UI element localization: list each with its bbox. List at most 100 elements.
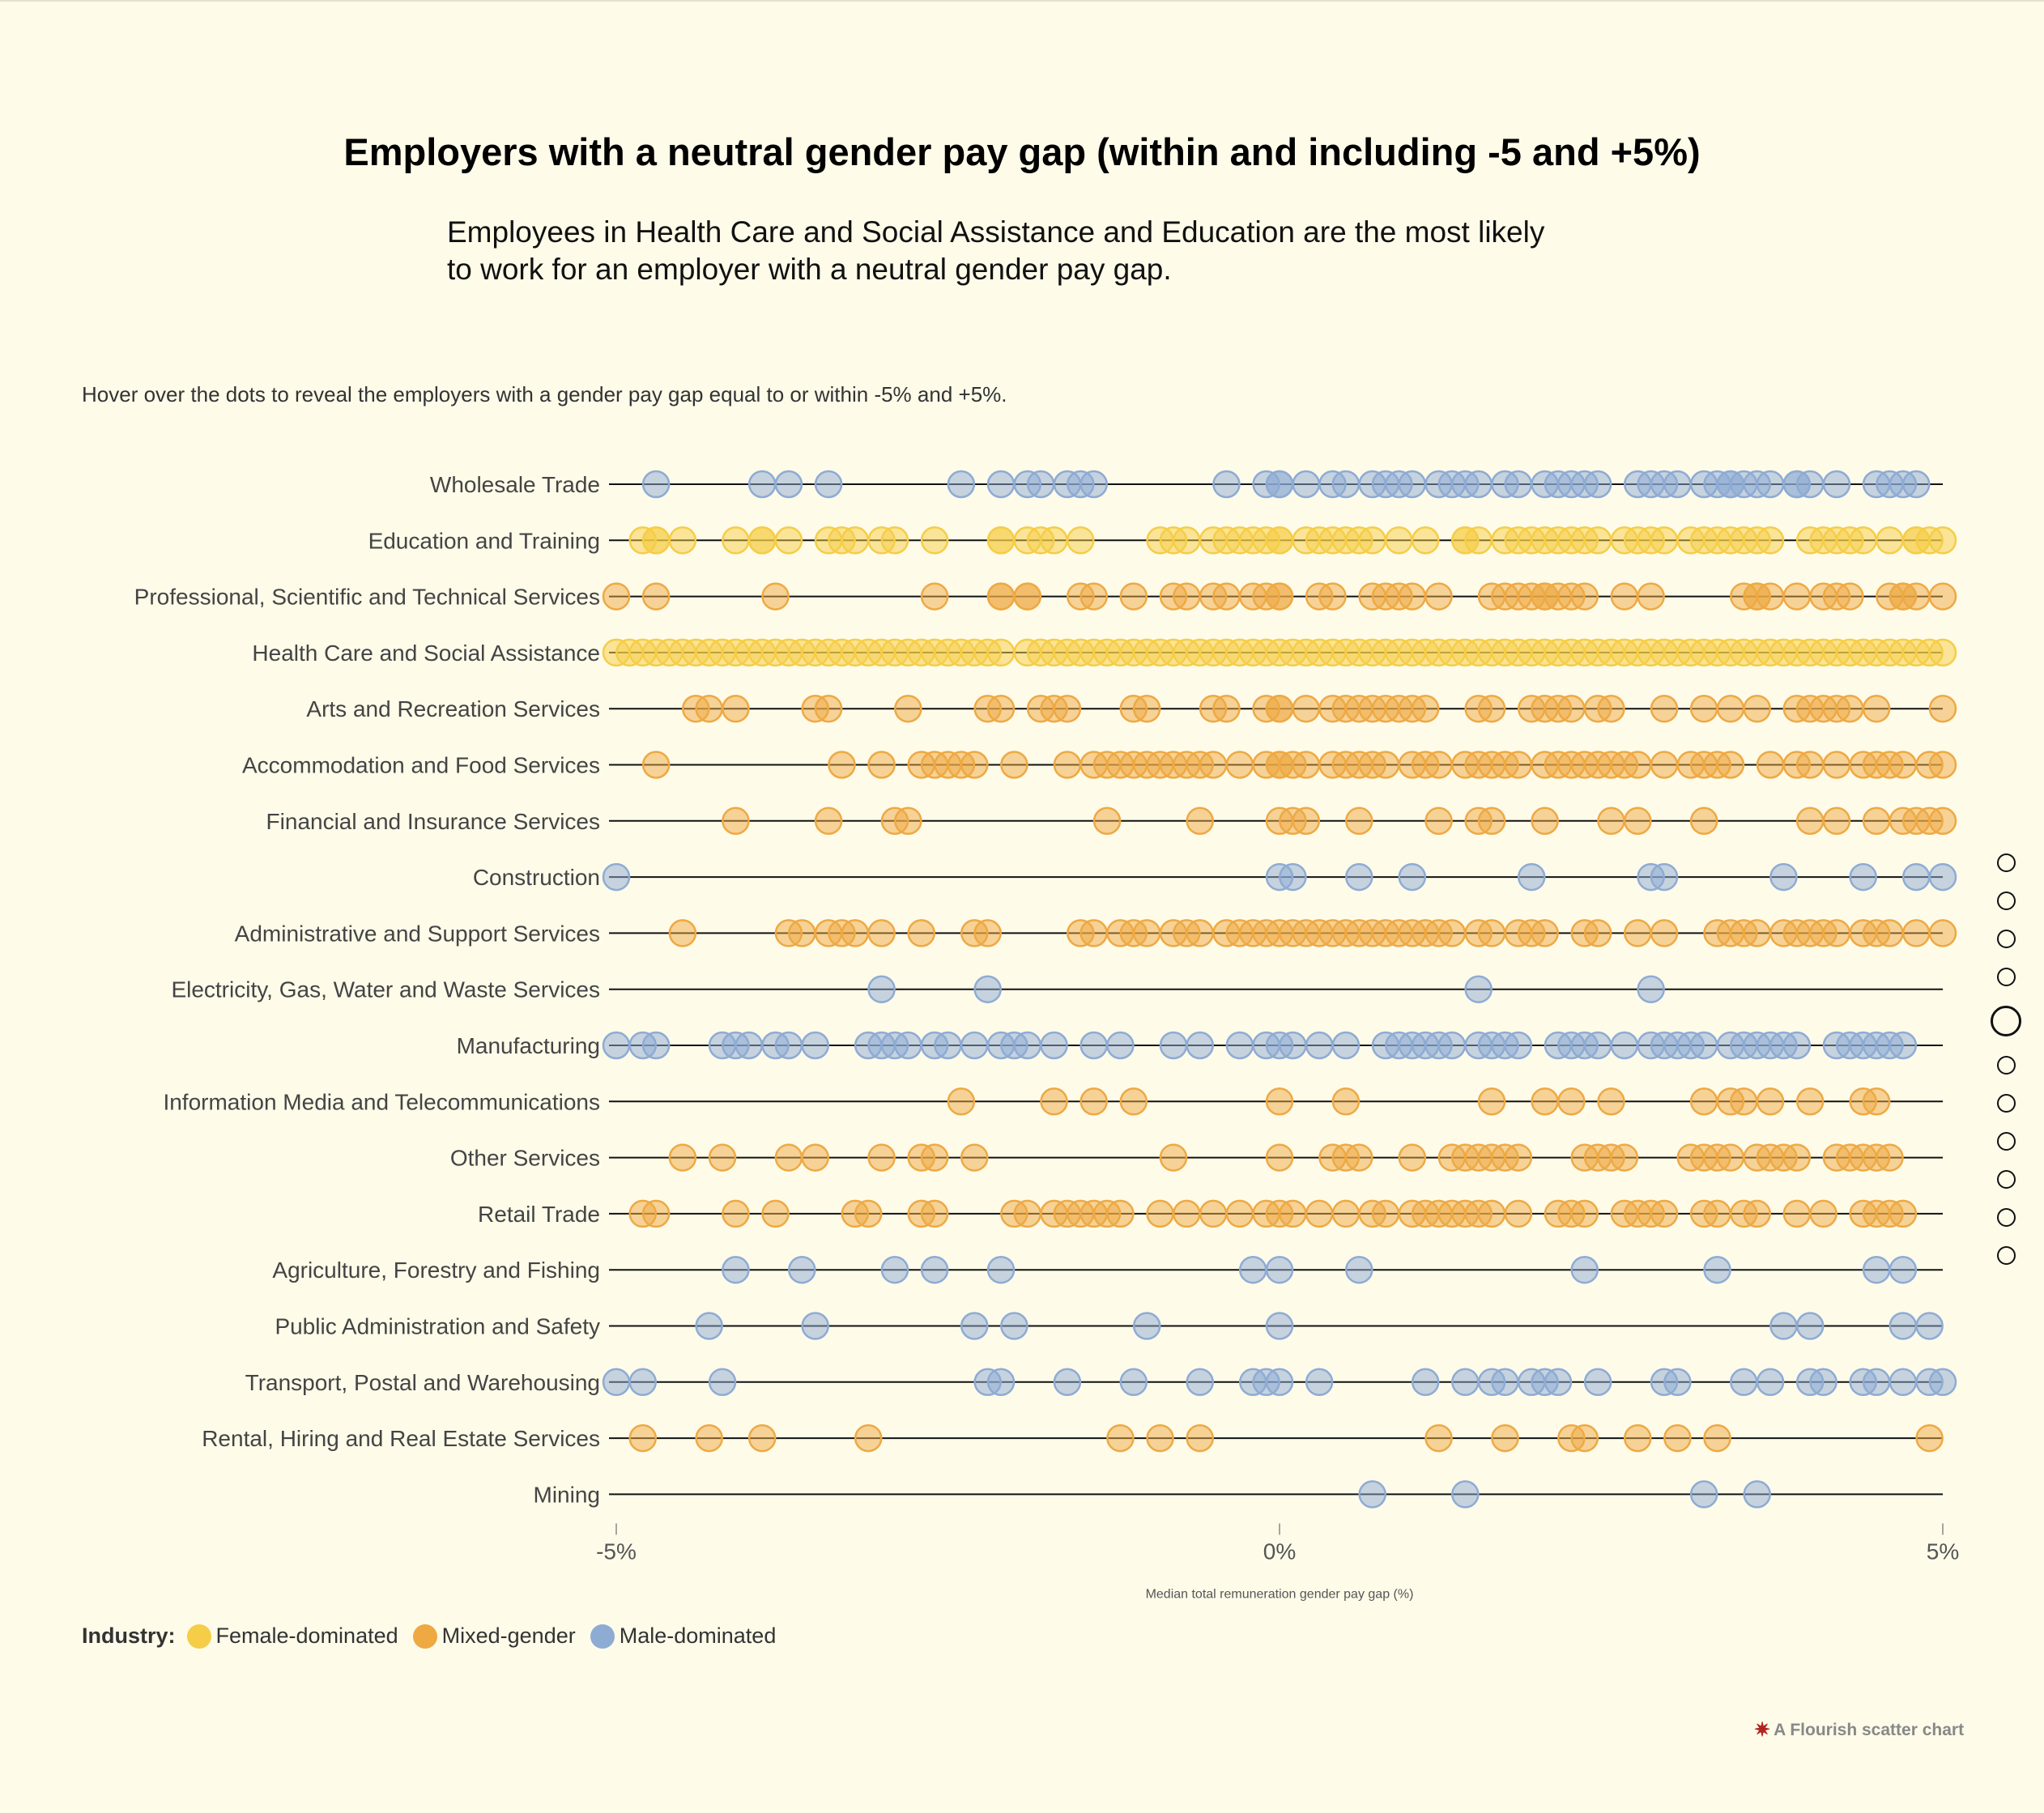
data-point[interactable] bbox=[1862, 1087, 1891, 1116]
data-point[interactable] bbox=[1146, 1199, 1174, 1228]
data-point[interactable] bbox=[641, 470, 671, 499]
story-nav-dot[interactable] bbox=[1996, 1170, 2016, 1189]
data-point[interactable] bbox=[1053, 1368, 1082, 1397]
data-point[interactable] bbox=[1782, 582, 1812, 611]
data-point[interactable] bbox=[1464, 526, 1493, 555]
data-point[interactable] bbox=[1610, 582, 1639, 611]
data-point[interactable] bbox=[1013, 1031, 1042, 1060]
data-point[interactable] bbox=[1703, 1424, 1731, 1453]
data-point[interactable] bbox=[1464, 975, 1493, 1003]
data-point[interactable] bbox=[668, 526, 697, 555]
data-point[interactable] bbox=[1901, 582, 1931, 611]
data-point[interactable] bbox=[1901, 919, 1931, 947]
data-point[interactable] bbox=[722, 1255, 750, 1284]
data-point[interactable] bbox=[1889, 1368, 1918, 1397]
data-point[interactable] bbox=[1092, 806, 1122, 836]
data-point[interactable] bbox=[1795, 806, 1825, 836]
data-point[interactable] bbox=[1159, 1031, 1188, 1060]
data-point[interactable] bbox=[1424, 1424, 1453, 1453]
data-point[interactable] bbox=[628, 1424, 658, 1453]
data-point[interactable] bbox=[1265, 582, 1294, 611]
data-point[interactable] bbox=[1769, 862, 1798, 892]
data-point[interactable] bbox=[814, 470, 843, 499]
data-point[interactable] bbox=[1265, 1368, 1294, 1397]
data-point[interactable] bbox=[1650, 694, 1679, 723]
data-point[interactable] bbox=[1663, 1368, 1692, 1397]
data-point[interactable] bbox=[1650, 1199, 1679, 1228]
data-point[interactable] bbox=[1411, 694, 1440, 723]
data-point[interactable] bbox=[695, 1312, 723, 1340]
data-point[interactable] bbox=[1385, 526, 1413, 555]
data-point[interactable] bbox=[1610, 1031, 1639, 1060]
data-point[interactable] bbox=[1398, 862, 1427, 892]
data-point[interactable] bbox=[1437, 919, 1467, 947]
data-point[interactable] bbox=[1570, 1199, 1599, 1228]
data-point[interactable] bbox=[920, 526, 949, 555]
data-point[interactable] bbox=[1689, 1480, 1718, 1509]
data-point[interactable] bbox=[1624, 1424, 1652, 1453]
data-point[interactable] bbox=[1624, 751, 1652, 779]
data-point[interactable] bbox=[722, 1199, 750, 1228]
data-point[interactable] bbox=[1173, 582, 1201, 611]
data-point[interactable] bbox=[973, 919, 1002, 947]
data-point[interactable] bbox=[960, 1143, 989, 1172]
data-point[interactable] bbox=[1809, 1368, 1837, 1397]
data-point[interactable] bbox=[1570, 1255, 1599, 1284]
data-point[interactable] bbox=[1624, 806, 1652, 836]
data-point[interactable] bbox=[1756, 1368, 1785, 1397]
data-point[interactable] bbox=[747, 1424, 777, 1453]
data-point[interactable] bbox=[1437, 1031, 1467, 1060]
data-point[interactable] bbox=[1570, 582, 1599, 611]
data-point[interactable] bbox=[1292, 806, 1321, 836]
data-point[interactable] bbox=[695, 1424, 723, 1453]
data-point[interactable] bbox=[1928, 582, 1957, 611]
data-point[interactable] bbox=[1822, 470, 1851, 499]
data-point[interactable] bbox=[774, 470, 803, 499]
data-point[interactable] bbox=[801, 1143, 829, 1172]
data-point[interactable] bbox=[1889, 1031, 1918, 1060]
story-nav-dot[interactable] bbox=[1996, 853, 2016, 872]
data-point[interactable] bbox=[1398, 582, 1427, 611]
data-point[interactable] bbox=[986, 1368, 1016, 1397]
data-point[interactable] bbox=[1265, 1087, 1294, 1116]
data-point[interactable] bbox=[1583, 1368, 1612, 1397]
data-point[interactable] bbox=[1597, 1087, 1625, 1116]
data-point[interactable] bbox=[708, 1368, 737, 1397]
data-point[interactable] bbox=[1795, 751, 1825, 779]
data-point[interactable] bbox=[1928, 862, 1957, 892]
data-point[interactable] bbox=[1331, 1031, 1361, 1060]
legend-item-female-dominated[interactable]: Female-dominated bbox=[186, 1624, 398, 1649]
data-point[interactable] bbox=[1132, 1312, 1161, 1340]
data-point[interactable] bbox=[602, 582, 631, 611]
data-point[interactable] bbox=[801, 1031, 829, 1060]
data-point[interactable] bbox=[1265, 1143, 1294, 1172]
data-point[interactable] bbox=[1849, 526, 1877, 555]
data-point[interactable] bbox=[1637, 975, 1665, 1003]
data-point[interactable] bbox=[1477, 806, 1506, 836]
story-nav-dot[interactable] bbox=[1991, 1006, 2021, 1036]
data-point[interactable] bbox=[1583, 919, 1612, 947]
data-point[interactable] bbox=[1477, 919, 1506, 947]
data-point[interactable] bbox=[1491, 1368, 1519, 1397]
data-point[interactable] bbox=[1345, 1143, 1373, 1172]
data-point[interactable] bbox=[1743, 1480, 1771, 1509]
data-point[interactable] bbox=[1225, 751, 1254, 779]
data-point[interactable] bbox=[814, 694, 843, 723]
data-point[interactable] bbox=[1663, 1424, 1692, 1453]
data-point[interactable] bbox=[867, 919, 896, 947]
data-point[interactable] bbox=[1504, 1199, 1533, 1228]
data-point[interactable] bbox=[828, 751, 856, 779]
data-point[interactable] bbox=[1451, 1368, 1480, 1397]
data-point[interactable] bbox=[1199, 751, 1228, 779]
data-point[interactable] bbox=[1265, 1312, 1294, 1340]
data-point[interactable] bbox=[1809, 1199, 1837, 1228]
data-point[interactable] bbox=[735, 1031, 764, 1060]
data-point[interactable] bbox=[1013, 582, 1042, 611]
data-point[interactable] bbox=[894, 806, 922, 836]
data-point[interactable] bbox=[1876, 526, 1904, 555]
data-point[interactable] bbox=[1079, 470, 1108, 499]
data-point[interactable] bbox=[1756, 751, 1785, 779]
data-point[interactable] bbox=[1000, 1312, 1028, 1340]
data-point[interactable] bbox=[1464, 470, 1493, 499]
data-point[interactable] bbox=[1928, 1368, 1957, 1397]
